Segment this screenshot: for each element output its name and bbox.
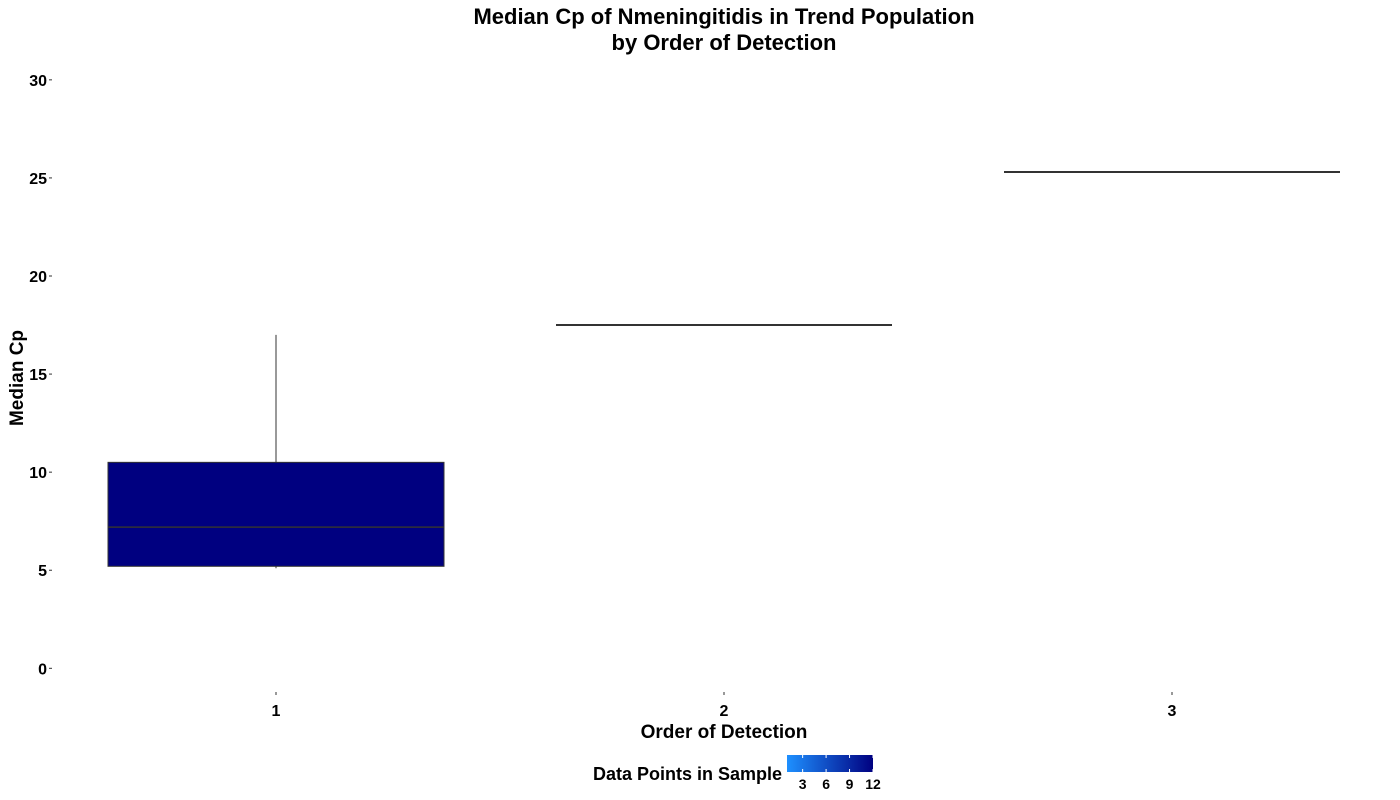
legend-colorbar xyxy=(787,755,873,772)
y-tick-label: 20 xyxy=(29,269,47,286)
x-tick-label: 2 xyxy=(720,703,729,720)
x-axis-title: Order of Detection xyxy=(641,722,808,743)
legend-title: Data Points in Sample xyxy=(593,764,782,784)
y-axis-title: Median Cp xyxy=(7,330,28,426)
y-tick-label: 25 xyxy=(29,171,47,188)
chart-subtitle: by Order of Detection xyxy=(612,30,837,55)
legend-ticks: 3 6 9 12 xyxy=(799,755,881,792)
y-tick-label: 10 xyxy=(29,465,47,482)
legend-tick-label: 3 xyxy=(799,776,807,792)
legend-tick-label: 9 xyxy=(846,776,854,792)
legend-tick-label: 12 xyxy=(865,776,881,792)
y-tick-label: 0 xyxy=(38,661,47,678)
plot-area xyxy=(107,171,1340,569)
legend-tick-label: 6 xyxy=(822,776,830,792)
x-tick-label: 1 xyxy=(272,703,281,720)
x-tick-label: 3 xyxy=(1168,703,1177,720)
y-tick-label: 5 xyxy=(38,563,47,580)
y-tick-label: 30 xyxy=(29,73,47,90)
box-1 xyxy=(107,334,445,569)
box-rect xyxy=(107,461,445,567)
chart-title: Median Cp of Nmeningitidis in Trend Popu… xyxy=(473,4,974,29)
y-tick-label: 15 xyxy=(29,367,47,384)
x-axis: 1 2 3 xyxy=(272,692,1177,720)
y-axis: 0 5 10 15 20 25 30 xyxy=(29,73,52,678)
legend: Data Points in Sample 3 6 9 12 xyxy=(593,755,881,792)
